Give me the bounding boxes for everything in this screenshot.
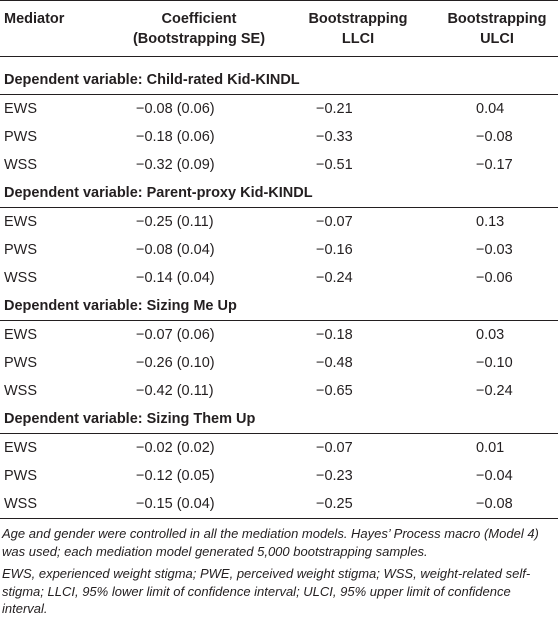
table-header: Mediator Coefficient (Bootstrapping SE) … bbox=[0, 0, 558, 57]
cell-coefficient: −0.08 (0.06) bbox=[136, 101, 215, 117]
table-row: EWS −0.25 (0.11) −0.07 0.13 bbox=[0, 208, 558, 237]
cell-ulci: 0.13 bbox=[476, 214, 505, 230]
table-body: Dependent variable: Child-rated Kid-KIND… bbox=[0, 57, 558, 519]
cell-ulci: −0.08 bbox=[476, 496, 513, 512]
cell-mediator: PWS bbox=[4, 129, 38, 145]
cell-ulci: 0.04 bbox=[476, 101, 505, 117]
cell-coefficient: −0.07 (0.06) bbox=[136, 327, 215, 343]
cell-coefficient: −0.15 (0.04) bbox=[136, 496, 215, 512]
cell-coefficient: −0.42 (0.11) bbox=[136, 383, 214, 399]
cell-ulci: −0.04 bbox=[476, 468, 513, 484]
section-header: Dependent variable: Sizing Them Up bbox=[0, 405, 558, 434]
cell-mediator: EWS bbox=[4, 214, 38, 230]
header-llci: Bootstrapping LLCI bbox=[292, 0, 424, 57]
cell-mediator: PWS bbox=[4, 242, 38, 258]
mediation-table: Mediator Coefficient (Bootstrapping SE) … bbox=[0, 0, 558, 519]
table-row: EWS −0.02 (0.02) −0.07 0.01 bbox=[0, 434, 558, 463]
cell-llci: −0.18 bbox=[316, 327, 353, 343]
cell-coefficient: −0.18 (0.06) bbox=[136, 129, 215, 145]
cell-llci: −0.16 bbox=[316, 242, 353, 258]
table-row: PWS −0.18 (0.06) −0.33 −0.08 bbox=[0, 123, 558, 151]
table-row: WSS −0.32 (0.09) −0.51 −0.17 bbox=[0, 151, 558, 179]
header-ulci: Bootstrapping ULCI bbox=[424, 0, 558, 57]
cell-coefficient: −0.25 (0.11) bbox=[136, 214, 214, 230]
table-row: PWS −0.26 (0.10) −0.48 −0.10 bbox=[0, 349, 558, 377]
section-header: Dependent variable: Parent-proxy Kid-KIN… bbox=[0, 179, 558, 208]
cell-mediator: EWS bbox=[4, 327, 38, 343]
table-row: WSS −0.42 (0.11) −0.65 −0.24 bbox=[0, 377, 558, 405]
cell-llci: −0.25 bbox=[316, 496, 353, 512]
section-title: Dependent variable: Sizing Them Up bbox=[0, 405, 558, 434]
cell-ulci: −0.03 bbox=[476, 242, 513, 258]
cell-ulci: −0.08 bbox=[476, 129, 513, 145]
cell-llci: −0.07 bbox=[316, 440, 353, 456]
cell-llci: −0.24 bbox=[316, 270, 353, 286]
table-row: EWS −0.08 (0.06) −0.21 0.04 bbox=[0, 95, 558, 124]
cell-coefficient: −0.12 (0.05) bbox=[136, 468, 215, 484]
cell-llci: −0.33 bbox=[316, 129, 353, 145]
cell-llci: −0.48 bbox=[316, 355, 353, 371]
cell-coefficient: −0.32 (0.09) bbox=[136, 157, 215, 173]
table-row: EWS −0.07 (0.06) −0.18 0.03 bbox=[0, 321, 558, 350]
table-row: PWS −0.12 (0.05) −0.23 −0.04 bbox=[0, 462, 558, 490]
header-mediator: Mediator bbox=[0, 0, 106, 57]
cell-llci: −0.65 bbox=[316, 383, 353, 399]
cell-mediator: WSS bbox=[4, 383, 38, 399]
cell-mediator: WSS bbox=[4, 270, 38, 286]
cell-llci: −0.23 bbox=[316, 468, 353, 484]
cell-ulci: −0.06 bbox=[476, 270, 513, 286]
section-header: Dependent variable: Sizing Me Up bbox=[0, 292, 558, 321]
section-title: Dependent variable: Child-rated Kid-KIND… bbox=[0, 66, 558, 95]
table-row: PWS −0.08 (0.04) −0.16 −0.03 bbox=[0, 236, 558, 264]
footnote-methods: Age and gender were controlled in all th… bbox=[2, 526, 539, 559]
cell-ulci: −0.10 bbox=[476, 355, 513, 371]
cell-llci: −0.07 bbox=[316, 214, 353, 230]
cell-mediator: EWS bbox=[4, 101, 38, 117]
table-row: WSS −0.15 (0.04) −0.25 −0.08 bbox=[0, 490, 558, 518]
cell-ulci: 0.03 bbox=[476, 327, 505, 343]
header-coefficient: Coefficient (Bootstrapping SE) bbox=[106, 0, 292, 57]
cell-coefficient: −0.26 (0.10) bbox=[136, 355, 215, 371]
cell-mediator: PWS bbox=[4, 468, 38, 484]
cell-mediator: WSS bbox=[4, 157, 38, 173]
cell-coefficient: −0.14 (0.04) bbox=[136, 270, 215, 286]
cell-mediator: WSS bbox=[4, 496, 38, 512]
cell-llci: −0.21 bbox=[316, 101, 353, 117]
cell-ulci: −0.17 bbox=[476, 157, 513, 173]
cell-mediator: PWS bbox=[4, 355, 38, 371]
cell-coefficient: −0.02 (0.02) bbox=[136, 440, 215, 456]
cell-ulci: −0.24 bbox=[476, 383, 513, 399]
cell-llci: −0.51 bbox=[316, 157, 353, 173]
cell-ulci: 0.01 bbox=[476, 440, 505, 456]
table-row: WSS −0.14 (0.04) −0.24 −0.06 bbox=[0, 264, 558, 292]
section-title: Dependent variable: Sizing Me Up bbox=[0, 292, 558, 321]
section-title: Dependent variable: Parent-proxy Kid-KIN… bbox=[0, 179, 558, 208]
cell-mediator: EWS bbox=[4, 440, 38, 456]
cell-coefficient: −0.08 (0.04) bbox=[136, 242, 215, 258]
table-footnotes: Age and gender were controlled in all th… bbox=[0, 519, 558, 618]
section-header: Dependent variable: Child-rated Kid-KIND… bbox=[0, 66, 558, 95]
